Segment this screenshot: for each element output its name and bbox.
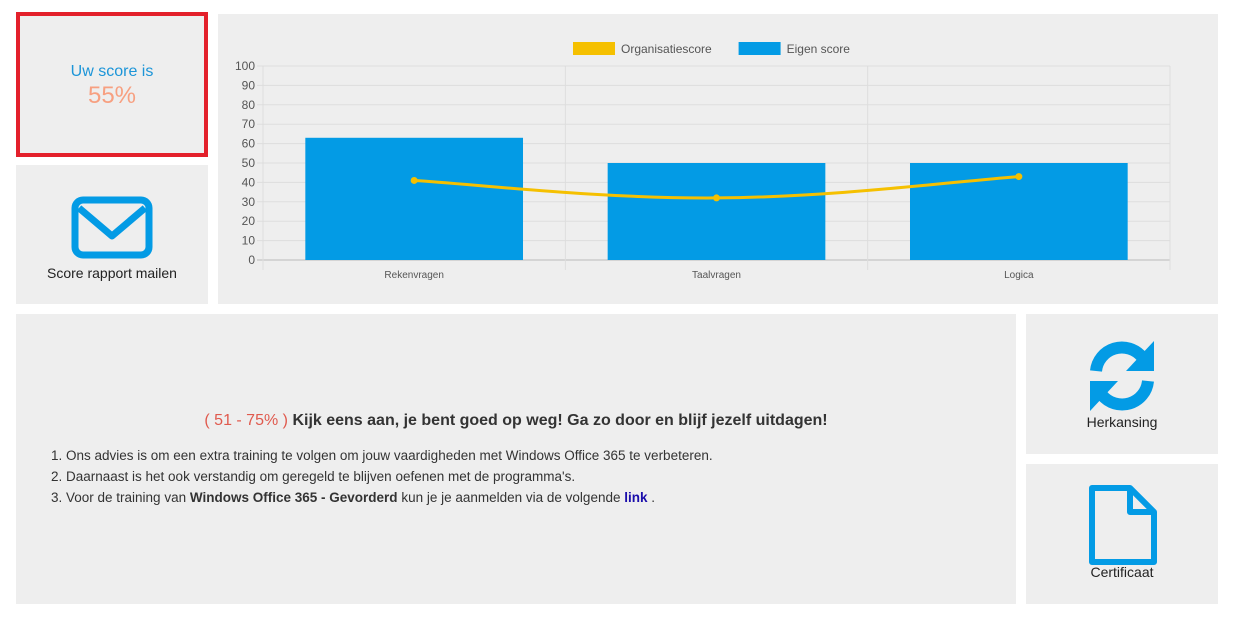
legend-label: Organisatiescore bbox=[621, 42, 712, 56]
bar-eigen-score bbox=[607, 163, 826, 260]
envelope-icon bbox=[71, 196, 153, 259]
point-organisatiescore bbox=[713, 194, 720, 202]
y-tick-label: 30 bbox=[242, 195, 256, 209]
advice-score-range: ( 51 - 75% ) bbox=[204, 412, 288, 429]
advice-heading: ( 51 - 75% ) Kijk eens aan, je bent goed… bbox=[16, 411, 1016, 431]
y-tick-label: 100 bbox=[235, 59, 255, 73]
advice-item-3-mid: kun je je aanmelden via de volgende bbox=[401, 490, 621, 505]
advice-item-3-end: . bbox=[651, 490, 656, 505]
advice-course-name: Windows Office 365 - Gevorderd bbox=[189, 490, 398, 505]
advice-item-3: Voor de training van Windows Office 365 … bbox=[66, 487, 713, 508]
score-chart-panel: 0 10 20 30 40 50 60 70 80 90 100 Rekenvragen Taalvra… bbox=[218, 14, 1218, 304]
y-tick-label: 70 bbox=[242, 117, 256, 131]
point-organisatiescore bbox=[410, 176, 418, 184]
y-tick-label: 0 bbox=[248, 253, 255, 267]
mail-report-label: Score rapport mailen bbox=[47, 265, 177, 281]
y-tick-label: 40 bbox=[242, 175, 256, 189]
x-tick-label: Rekenvragen bbox=[384, 270, 443, 281]
advice-item-1: Ons advies is om een extra training te v… bbox=[66, 445, 713, 466]
advice-item-3-pre: Voor de training van bbox=[66, 490, 187, 505]
y-tick-label: 50 bbox=[242, 156, 256, 170]
score-chart: 0 10 20 30 40 50 60 70 80 90 100 Rekenvragen Taalvra… bbox=[235, 42, 1171, 281]
retry-label: Herkansing bbox=[1086, 414, 1158, 430]
advice-panel: ( 51 - 75% ) Kijk eens aan, je bent goed… bbox=[16, 314, 1016, 604]
advice-title: Kijk eens aan, je bent goed op weg! Ga z… bbox=[292, 412, 828, 429]
bar-eigen-score bbox=[305, 137, 524, 260]
score-value: 55% bbox=[87, 81, 137, 109]
y-tick-label: 80 bbox=[242, 98, 256, 112]
y-tick-label: 20 bbox=[242, 214, 256, 228]
advice-list: Ons advies is om een extra training te v… bbox=[50, 445, 713, 508]
document-icon bbox=[1089, 485, 1157, 565]
y-tick-label: 90 bbox=[242, 78, 256, 92]
retry-button[interactable]: Herkansing bbox=[1026, 314, 1218, 454]
point-organisatiescore bbox=[1015, 173, 1023, 181]
advice-item-2: Daarnaast is het ook verstandig om gereg… bbox=[66, 466, 713, 487]
training-link[interactable]: link bbox=[624, 490, 648, 505]
y-tick-label: 60 bbox=[242, 137, 256, 151]
legend-swatch bbox=[573, 42, 615, 55]
score-summary-tile: Uw score is 55% bbox=[16, 12, 208, 157]
certificate-button[interactable]: Certificaat bbox=[1026, 464, 1218, 604]
refresh-icon bbox=[1090, 341, 1154, 411]
x-tick-label: Logica bbox=[1004, 270, 1034, 281]
legend-swatch bbox=[738, 42, 781, 55]
y-tick-label: 10 bbox=[242, 234, 256, 248]
score-label: Uw score is bbox=[70, 62, 154, 80]
x-tick-label: Taalvragen bbox=[692, 270, 741, 281]
legend-label: Eigen score bbox=[787, 42, 851, 56]
certificate-label: Certificaat bbox=[1090, 564, 1154, 580]
